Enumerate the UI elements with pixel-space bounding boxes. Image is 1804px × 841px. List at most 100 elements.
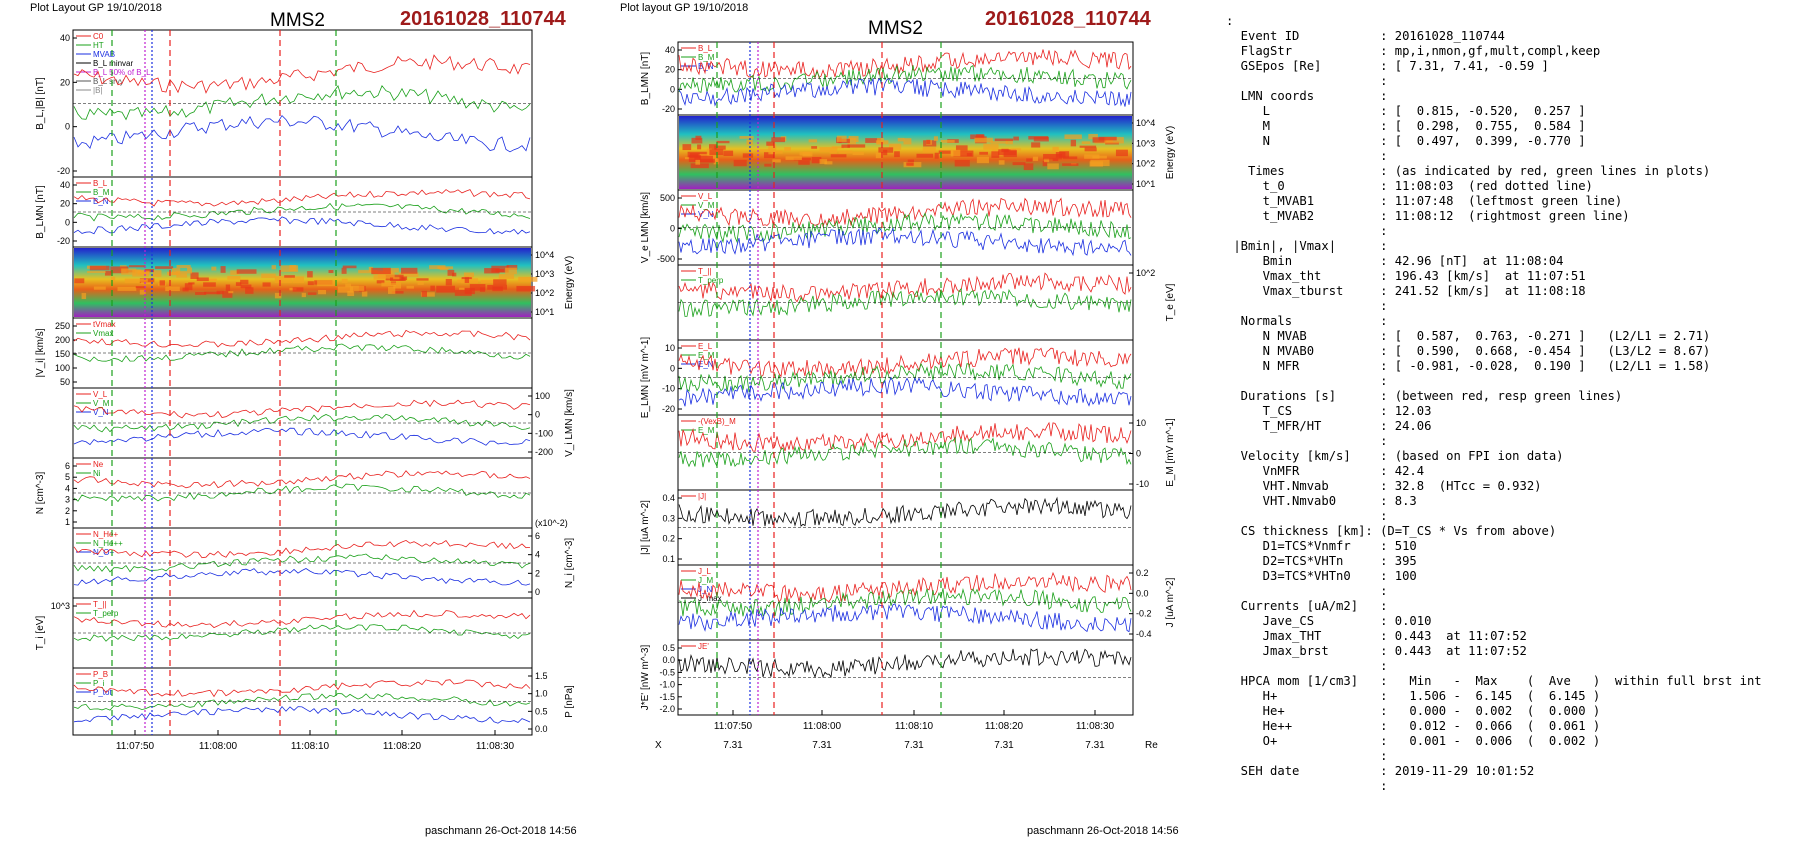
spectrogram-blob <box>439 267 449 271</box>
info-line: Bmin : 42.96 [nT] at 11:08:04 <box>1226 254 1564 268</box>
tick-label: -500 <box>657 254 675 264</box>
info-line: O+ : 0.001 - 0.006 ( 0.002 ) <box>1226 734 1601 748</box>
spectrogram-blob <box>772 159 781 163</box>
info-line: N MFR : [ -0.981, -0.028, 0.190 ] (L2/L1… <box>1226 359 1711 373</box>
spectrogram-blob <box>454 289 472 296</box>
left-spacecraft-label: MMS2 <box>270 10 325 31</box>
spectrogram-blob <box>110 266 129 274</box>
spectrogram-blob <box>124 278 140 284</box>
spectrogram-blob <box>245 287 254 294</box>
spectrogram-blob <box>903 138 912 145</box>
info-line: : <box>1226 149 1388 163</box>
spectrogram-blob <box>280 265 299 272</box>
spectrogram-blob <box>429 265 446 270</box>
spectrogram-blob <box>171 268 181 276</box>
spectrogram-blob <box>74 278 85 284</box>
panel-ylabel: Energy (eV) <box>564 256 575 309</box>
spectrogram-blob <box>240 279 249 285</box>
legend-entry: N_He++ <box>93 539 123 548</box>
tick-label: -0.5 <box>659 667 675 677</box>
time-tick-label: 11:08:00 <box>199 741 238 750</box>
series-line <box>73 202 531 222</box>
spectrogram-blob <box>1084 147 1097 152</box>
spectrogram-blob <box>480 279 499 284</box>
tick-label: 0.4 <box>662 493 675 503</box>
series-line <box>73 413 531 433</box>
tick-label: 20 <box>60 77 70 87</box>
spectrogram-blob <box>894 151 900 158</box>
spectrogram-blob <box>953 150 974 157</box>
info-line: HPCA mom [1/cm3] : Min - Max ( Ave ) wit… <box>1226 674 1762 688</box>
spectrogram-blob <box>182 287 189 292</box>
spectrogram-blob <box>516 285 536 292</box>
spectrogram-blob <box>165 286 180 292</box>
legend-entry: B_L minvar <box>93 59 134 68</box>
coord-value: 7.31 <box>1085 740 1105 750</box>
info-line: : <box>1226 659 1388 673</box>
spectrogram-blob <box>766 141 775 146</box>
tick-label: 0.5 <box>662 643 675 653</box>
spectrogram-blob <box>155 266 174 269</box>
series-line <box>73 114 531 153</box>
spectrogram-blob <box>518 276 538 282</box>
series-line <box>73 483 531 503</box>
panel-ylabel: E_M [mV m^-1] <box>1165 418 1176 487</box>
spectrogram-blob <box>1062 163 1079 166</box>
right-spacecraft-label: MMS2 <box>868 18 923 39</box>
spectrogram-blob <box>307 292 317 295</box>
spectrogram-blob <box>739 136 754 139</box>
info-line: : <box>1226 74 1388 88</box>
time-tick-label: 11:08:10 <box>291 741 330 750</box>
spectrogram-blob <box>345 283 352 288</box>
info-line: He++ : 0.012 - 0.066 ( 0.061 ) <box>1226 719 1601 733</box>
info-line: : <box>1226 509 1388 523</box>
time-tick-label: 11:08:00 <box>803 721 842 732</box>
spectrogram-blob <box>337 286 354 293</box>
series-line <box>73 189 531 207</box>
scale-note: (x10^-2) <box>535 518 568 528</box>
spectrogram-blob <box>906 162 914 166</box>
info-line: t_MVAB2 : 11:08:12 (rightmost green line… <box>1226 209 1630 223</box>
left-event-label: 20161028_110744 <box>400 8 566 30</box>
spectrogram-blob <box>709 149 724 156</box>
spectrogram-blob <box>1047 163 1059 170</box>
spectrogram-blob <box>292 287 304 292</box>
tick-label: 0.0 <box>535 724 548 734</box>
spectrogram-blob <box>361 291 368 297</box>
spectrogram-blob <box>341 278 348 283</box>
tick-label: -1.0 <box>659 680 675 690</box>
legend-entry: P_i <box>93 679 105 688</box>
panel-ylabel: B_LMN [nT] <box>640 52 651 106</box>
legend-entry: Ni <box>93 469 101 478</box>
info-line: Normals : <box>1226 314 1388 328</box>
spectrogram-blob <box>875 152 883 159</box>
tick-label: 10^4 <box>535 250 554 260</box>
spectrogram-blob <box>388 286 396 294</box>
time-tick-label: 11:07:50 <box>714 721 753 732</box>
spectrogram-blob <box>368 266 373 272</box>
series-line <box>73 539 531 559</box>
spectrogram-blob <box>897 137 905 142</box>
spectrogram-blob <box>420 292 435 297</box>
tick-label: 2 <box>65 506 70 516</box>
spectrogram-blob <box>713 158 719 165</box>
time-tick-label: 11:07:50 <box>116 741 155 750</box>
spectrogram-blob <box>176 264 191 269</box>
legend-entry: V_M <box>93 399 110 408</box>
spectrogram-blob <box>976 156 989 164</box>
info-line: N : [ 0.497, 0.399, -0.770 ] <box>1226 134 1586 148</box>
time-tick-label: 11:08:20 <box>383 741 422 750</box>
info-line: FlagStr : mp,i,nmon,gf,mult,compl,keep <box>1226 44 1601 58</box>
spectrogram-blob <box>307 271 313 278</box>
spectrogram-blob <box>328 270 334 274</box>
tick-label: 40 <box>60 33 70 43</box>
spectrogram-blob <box>793 157 811 161</box>
tick-label: 100 <box>535 391 550 401</box>
spectrogram-blob <box>230 270 240 275</box>
series-line <box>678 571 1132 604</box>
spectrogram-blob <box>955 145 968 152</box>
spectrogram-blob <box>301 292 306 298</box>
info-line: Event ID : 20161028_110744 <box>1226 29 1505 43</box>
legend-entry: V_L <box>698 192 713 201</box>
panel-ylabel: T_e [eV] <box>1165 283 1176 321</box>
